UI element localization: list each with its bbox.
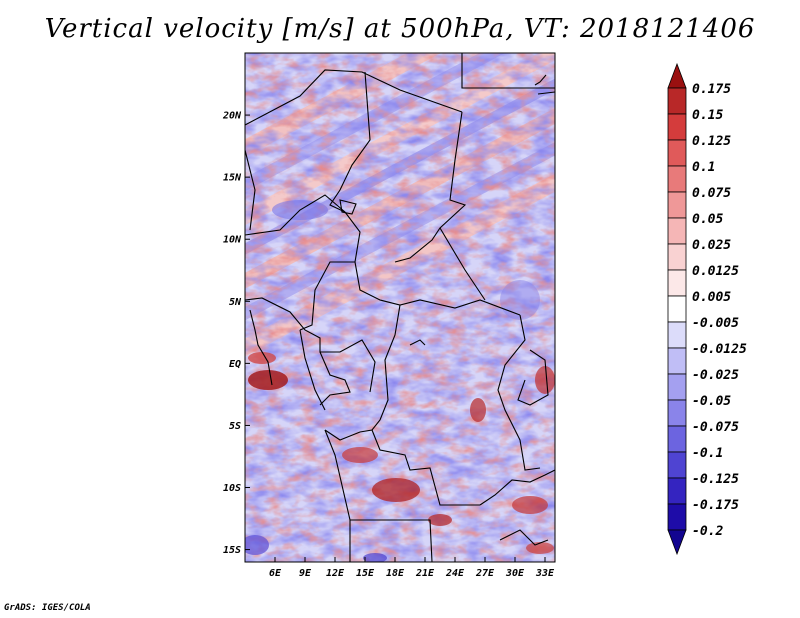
colorbar-label: -0.05 [692, 394, 731, 409]
lat-tick-label: 10S [223, 483, 241, 494]
colorbar-swatch [667, 477, 687, 505]
map-frame [244, 52, 556, 563]
colorbar-label: -0.025 [692, 368, 739, 383]
colorbar-swatch [667, 243, 687, 271]
lat-tick-label: 5N [229, 297, 242, 308]
lon-tick-label: 9E [299, 568, 312, 579]
colorbar-label: -0.005 [692, 316, 739, 331]
colorbar-label: 0.005 [692, 290, 731, 305]
colorbar-swatch [667, 295, 687, 323]
colorbar-swatch [667, 321, 687, 349]
colorbar-bottom-arrow [667, 529, 687, 556]
lat-tick-label: 15S [223, 545, 241, 556]
map-title: Vertical velocity [m/s] at 500hPa, VT: 2… [44, 14, 756, 44]
colorbar-swatch [667, 191, 687, 219]
lat-tick-label: 10N [223, 235, 242, 246]
lat-tick-label: 15N [223, 173, 242, 184]
lon-tick-label: 30E [505, 568, 525, 579]
lat-tick-label: EQ [229, 359, 241, 370]
colorbar-swatch [667, 113, 687, 141]
colorbar-swatch [667, 87, 687, 115]
colorbar-label: -0.1 [692, 446, 723, 461]
colorbar-label: -0.0125 [692, 342, 747, 357]
colorbar-swatch [667, 165, 687, 193]
lon-tick-label: 33E [535, 568, 555, 579]
lon-tick-label: 21E [415, 568, 435, 579]
lat-tick-label: 5S [229, 421, 241, 432]
colorbar-swatch [667, 503, 687, 531]
longitude-axis: 6E 9E 12E 15E 18E 21E 24E 27E 30E 33E [269, 557, 555, 579]
lon-tick-label: 15E [356, 568, 375, 579]
lon-tick-label: 6E [269, 568, 282, 579]
colorbar: 0.175 0.15 0.125 0.1 0.075 0.05 0.025 0.0125 0.0… [667, 62, 747, 556]
colorbar-swatch [667, 373, 687, 401]
colorbar-swatch [667, 451, 687, 479]
colorbar-swatch [667, 347, 687, 375]
colorbar-label: 0.125 [692, 134, 731, 149]
colorbar-label: 0.0125 [692, 264, 739, 279]
lon-tick-label: 18E [386, 568, 405, 579]
colorbar-swatch [667, 217, 687, 245]
latitude-axis: 20N 15N 10N 5N EQ 5S 10S 15S [222, 111, 250, 556]
colorbar-swatch [667, 425, 687, 453]
colorbar-label: -0.125 [692, 472, 739, 487]
colorbar-label: -0.2 [692, 524, 723, 539]
colorbar-label: 0.05 [692, 212, 723, 227]
colorbar-swatch [667, 269, 687, 297]
lon-tick-label: 12E [326, 568, 345, 579]
colorbar-top-arrow [667, 62, 687, 89]
colorbar-label: 0.025 [692, 238, 731, 253]
colorbar-label: -0.175 [692, 498, 739, 513]
country-borders [245, 53, 555, 562]
lon-tick-label: 27E [475, 568, 495, 579]
lat-tick-label: 20N [222, 111, 242, 122]
colorbar-swatch [667, 399, 687, 427]
vertical-velocity-field [245, 53, 555, 562]
grads-credit: GrADS: IGES/COLA [4, 603, 91, 613]
colorbar-label: 0.175 [692, 82, 731, 97]
colorbar-label: 0.075 [692, 186, 731, 201]
colorbar-label: 0.15 [692, 108, 723, 123]
lon-tick-label: 24E [445, 568, 465, 579]
colorbar-swatch [667, 139, 687, 167]
colorbar-label: 0.1 [692, 160, 715, 175]
colorbar-label: -0.075 [692, 420, 739, 435]
